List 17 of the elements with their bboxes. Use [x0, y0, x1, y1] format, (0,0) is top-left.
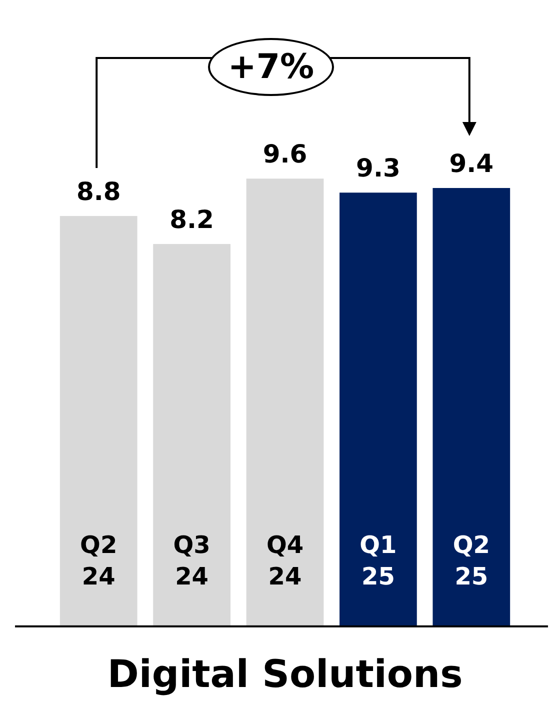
- bar: [340, 192, 417, 626]
- x-tick-label: Q2 25: [452, 531, 490, 590]
- x-tick-label: Q1 25: [360, 531, 397, 590]
- bar: [153, 244, 230, 626]
- data-label: 9.4: [449, 148, 494, 178]
- data-label: 8.2: [170, 204, 214, 234]
- text: Digital Solutions: [107, 652, 463, 696]
- data-label: 8.8: [76, 176, 121, 206]
- x-tick-label: Q4 24: [266, 531, 304, 590]
- x-tick-label: Q3 24: [173, 531, 210, 590]
- x-tick-label: Q2 24: [80, 531, 118, 590]
- data-label: 9.3: [356, 154, 400, 183]
- data-label: 9.6: [262, 140, 308, 169]
- bar: [246, 178, 324, 626]
- text: +7%: [208, 38, 334, 96]
- bar: [60, 216, 138, 626]
- bar: [432, 188, 510, 626]
